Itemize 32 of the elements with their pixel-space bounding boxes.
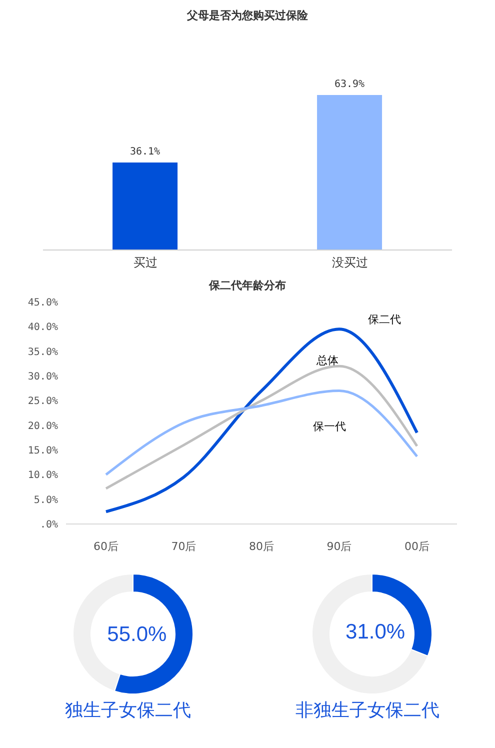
text: 非独生子女保二代 — [294, 699, 440, 722]
data-label: 55.0% — [106, 623, 166, 646]
data-label: 63.9% — [334, 79, 365, 90]
line-series — [104, 328, 418, 514]
y-tick-label: 45.0% — [28, 298, 58, 309]
data-label: 36.1% — [130, 146, 160, 158]
x-tick-label: 80后 — [249, 540, 274, 553]
text: 保一代 — [312, 420, 346, 433]
line-series — [104, 364, 418, 490]
series-label: 总体 — [315, 354, 338, 368]
y-tick-label: 5.0% — [34, 494, 58, 506]
chart-title: 父母是否为您购买过保险 — [186, 8, 309, 24]
y-tick-label: 10.0% — [28, 470, 58, 482]
donut-slice — [312, 574, 429, 694]
data-label: 31.0% — [346, 620, 406, 644]
y-tick-label: 40.0% — [28, 322, 58, 334]
y-tick-label: 30.0% — [28, 372, 58, 383]
text: 独生子女保二代 — [64, 699, 192, 722]
x-tick-label: 00后 — [404, 540, 430, 553]
x-tick-label: 买过 — [133, 256, 158, 270]
x-tick-label: 没买过 — [332, 256, 368, 270]
y-tick-label: 20.0% — [28, 420, 58, 432]
y-tick-label: 35.0% — [28, 346, 58, 358]
y-tick-label: 15.0% — [28, 446, 58, 457]
series-label: 保二代 — [368, 313, 401, 326]
y-tick-label: 25.0% — [28, 396, 58, 408]
chart-title: 保二代年龄分布 — [208, 278, 287, 294]
x-tick-label: 60后 — [94, 540, 118, 553]
line-series — [104, 390, 418, 476]
x-tick-label: 90后 — [326, 540, 352, 553]
x-tick-label: 70后 — [171, 540, 196, 553]
y-tick-label: .0% — [40, 520, 58, 531]
